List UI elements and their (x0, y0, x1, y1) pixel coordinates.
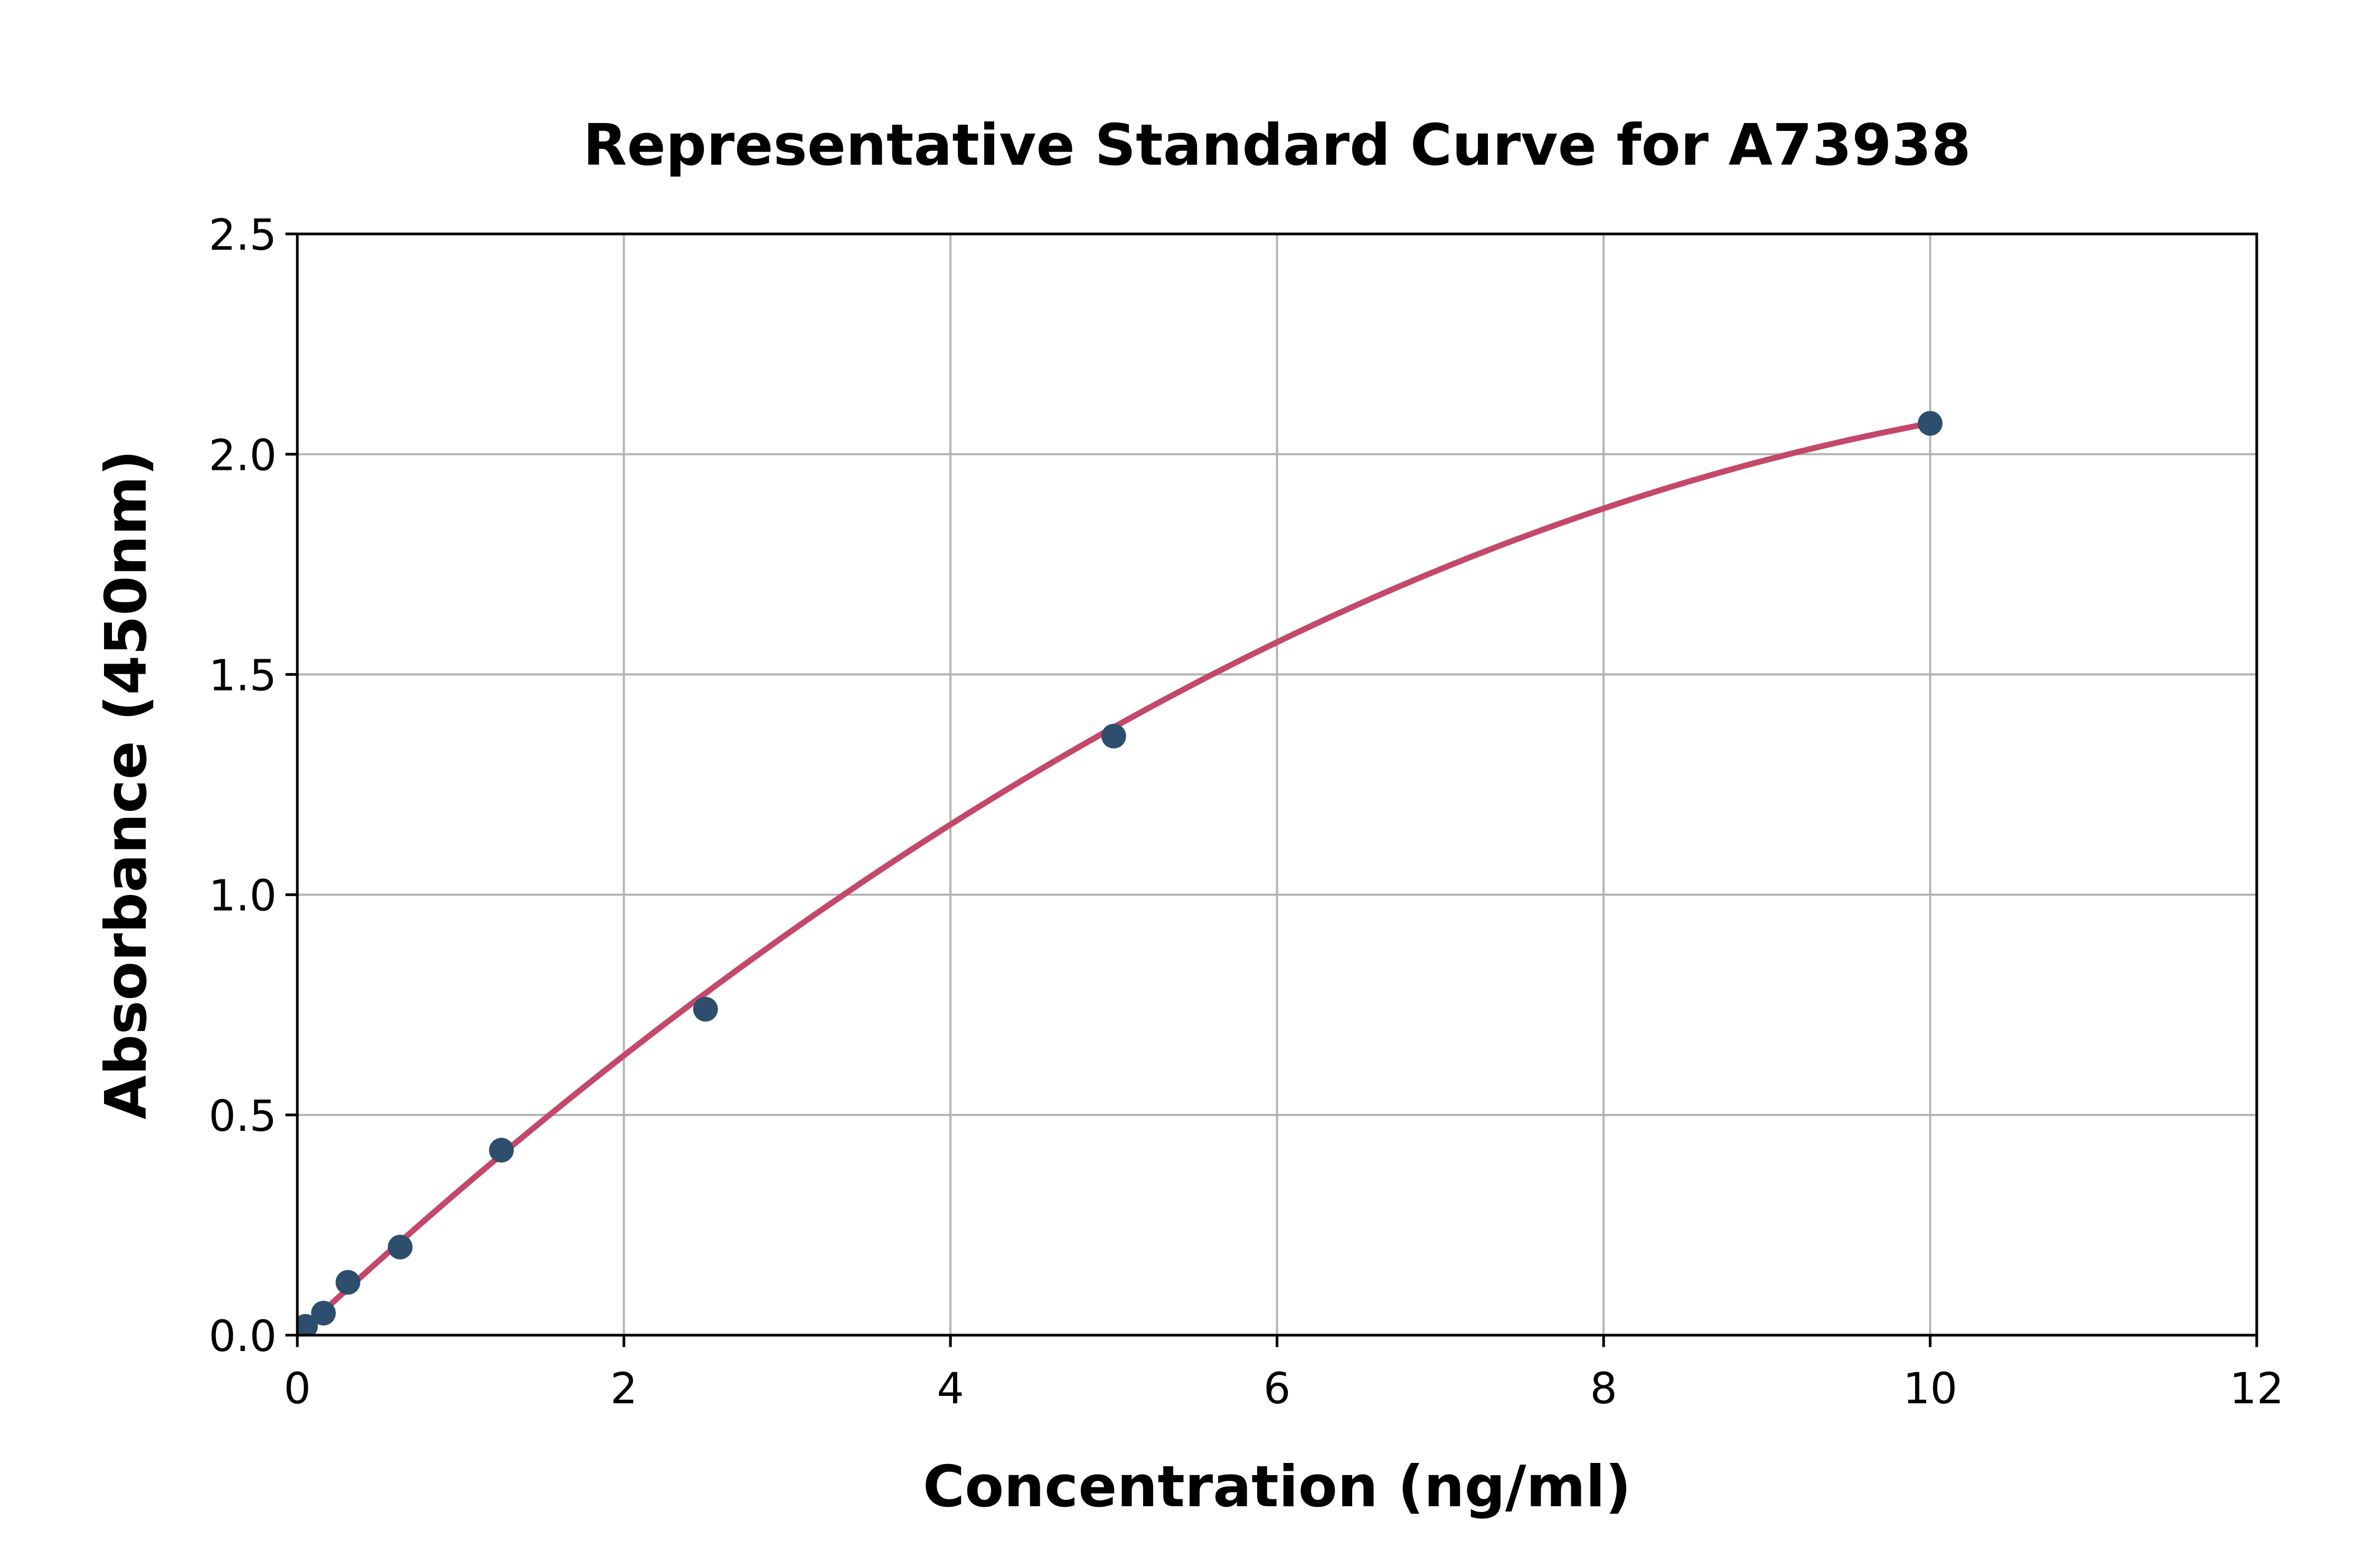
x-tick-label-4: 4 (937, 1364, 964, 1414)
data-point-7 (1101, 723, 1126, 749)
chart-title: Representative Standard Curve for A73938 (583, 112, 1971, 178)
y-axis-label: Absorbance (450nm) (93, 450, 159, 1119)
data-layer (297, 411, 1943, 1335)
x-tick-label-2: 2 (610, 1364, 638, 1414)
data-point-8 (1918, 411, 1943, 436)
x-tick-label-0: 0 (284, 1364, 311, 1414)
axes-frame (296, 232, 2258, 1337)
y-tick-label-2.5: 2.5 (209, 211, 277, 260)
y-tick-label-1.5: 1.5 (209, 651, 277, 701)
x-axis-label: Concentration (ng/ml) (923, 1454, 1632, 1520)
tick-layer (285, 232, 2258, 1347)
data-point-1 (297, 1314, 318, 1335)
y-tick-label-2: 2.0 (209, 431, 277, 480)
x-tick-label-10: 10 (1903, 1364, 1957, 1414)
data-point-2 (311, 1300, 336, 1326)
y-tick-label-0: 0.0 (209, 1312, 277, 1362)
y-tick-label-0.5: 0.5 (209, 1092, 277, 1141)
data-point-4 (388, 1234, 413, 1260)
data-point-5 (489, 1138, 514, 1163)
x-tick-label-8: 8 (1590, 1364, 1617, 1414)
x-tick-label-6: 6 (1264, 1364, 1291, 1414)
y-tick-label-1: 1.0 (209, 872, 277, 921)
tick-label-layer: 0 2 4 6 8 10 12 0.0 0.5 1.0 1.5 2.0 2.5 (209, 211, 2284, 1414)
x-tick-label-12: 12 (2230, 1364, 2284, 1414)
grid-layer (297, 234, 2257, 1335)
data-point-3 (335, 1270, 361, 1295)
data-point-6 (693, 997, 718, 1022)
